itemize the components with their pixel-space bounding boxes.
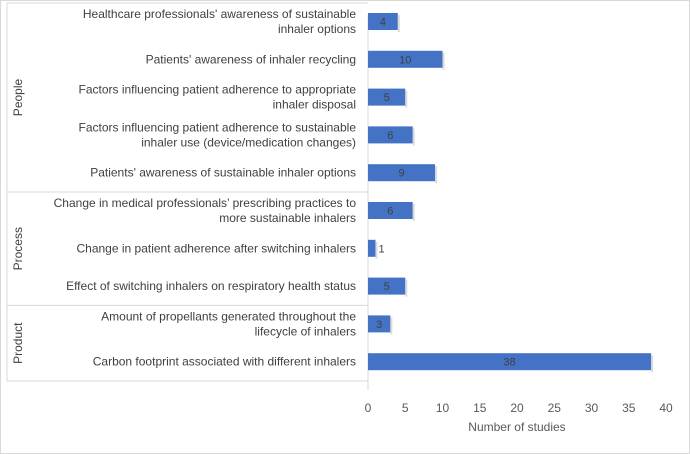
category-label-line: Carbon footprint associated with differe… <box>93 355 356 369</box>
category-label-line: lifecycle of inhalers <box>255 324 356 338</box>
category-label-line: Patients' awareness of inhaler recycling <box>146 52 356 66</box>
x-tick-label: 5 <box>402 401 409 415</box>
bar-value-label: 3 <box>376 319 382 331</box>
category-label: Carbon footprint associated with differe… <box>93 355 356 369</box>
bar-value-label: 6 <box>387 206 393 218</box>
x-tick-label: 0 <box>365 401 372 415</box>
bar-shadow <box>412 204 415 221</box>
category-label-line: Effect of switching inhalers on respirat… <box>66 279 356 293</box>
group-label-process: Process <box>11 227 25 270</box>
x-tick-label: 30 <box>585 401 599 415</box>
category-label: Effect of switching inhalers on respirat… <box>66 279 356 293</box>
bar <box>368 13 398 30</box>
group-label-people: People <box>11 78 25 116</box>
bar-shadow <box>651 355 654 373</box>
category-label-line: Change in patient adherence after switch… <box>76 241 356 255</box>
group-label-product: Product <box>11 322 25 364</box>
bar <box>368 126 413 144</box>
bar <box>368 353 652 371</box>
bar-shadow <box>397 15 400 32</box>
category-label-line: inhaler disposal <box>273 98 356 112</box>
bar <box>368 164 436 182</box>
x-tick-label: 40 <box>659 401 673 415</box>
bar-shadow <box>442 52 445 70</box>
category-label: Healthcare professionals' awareness of s… <box>83 7 356 36</box>
category-label-line: Factors influencing patient adherence to… <box>78 120 356 134</box>
bar-value-label: 38 <box>503 357 515 369</box>
x-tick-label: 35 <box>622 401 636 415</box>
bar-value-label: 6 <box>387 130 393 142</box>
bar-value-label: 10 <box>399 54 411 66</box>
bar <box>368 315 391 333</box>
bar <box>368 239 376 257</box>
bar-value-label: 4 <box>380 17 386 29</box>
bar <box>368 88 406 106</box>
bar-shadow <box>375 241 378 259</box>
x-tick-label: 25 <box>548 401 562 415</box>
bar-value-label: 9 <box>398 168 404 180</box>
category-label: Change in medical professionals’ prescri… <box>54 196 357 225</box>
x-tick-label: 15 <box>473 401 487 415</box>
bar-shadow <box>390 317 393 335</box>
category-label-line: Healthcare professionals' awareness of s… <box>83 7 356 21</box>
category-label-line: Amount of propellants generated througho… <box>101 309 356 323</box>
bar-value-label: 5 <box>384 281 390 293</box>
x-tick-label: 10 <box>436 401 450 415</box>
category-label: Amount of propellants generated througho… <box>101 309 356 338</box>
bar-value-label: 5 <box>384 92 390 104</box>
bar <box>368 202 413 219</box>
category-label-line: Patients' awareness of sustainable inhal… <box>90 166 356 180</box>
category-label-line: inhaler options <box>278 22 356 36</box>
x-axis-title: Number of studies <box>468 420 565 434</box>
bar-shadow <box>405 279 408 297</box>
bar <box>368 50 443 68</box>
category-label-line: inhaler use (device/medication changes) <box>141 135 356 149</box>
bar <box>368 277 406 295</box>
category-label: Change in patient adherence after switch… <box>76 241 356 255</box>
category-label-line: Change in medical professionals’ prescri… <box>54 196 357 210</box>
bar-value-label: 1 <box>378 243 384 255</box>
category-label: Factors influencing patient adherence to… <box>78 120 356 149</box>
category-label: Factors influencing patient adherence to… <box>78 83 356 112</box>
category-label-line: more sustainable inhalers <box>219 211 356 225</box>
bar-shadow <box>405 90 408 108</box>
x-tick-label: 20 <box>510 401 524 415</box>
category-label: Patients' awareness of sustainable inhal… <box>90 166 356 180</box>
category-label-line: Factors influencing patient adherence to… <box>78 83 356 97</box>
bar-shadow <box>412 128 415 146</box>
bar-shadow <box>435 166 438 184</box>
category-label: Patients' awareness of inhaler recycling <box>146 52 356 66</box>
